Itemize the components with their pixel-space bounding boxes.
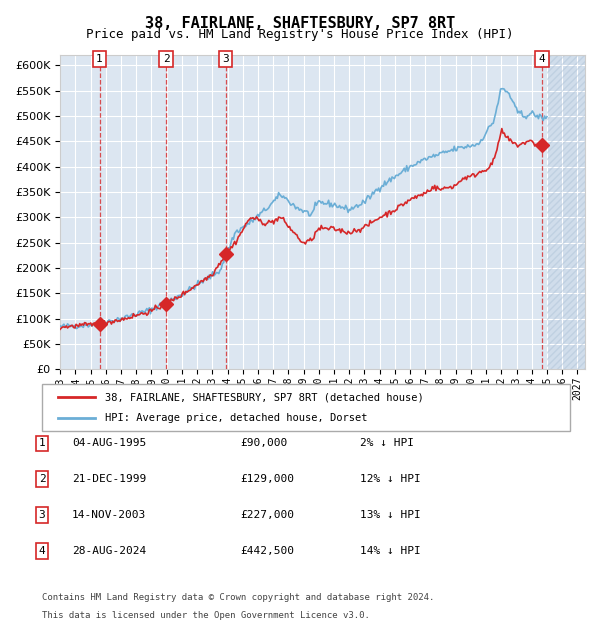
Text: 04-AUG-1995: 04-AUG-1995	[72, 438, 146, 448]
Text: 4: 4	[38, 546, 46, 556]
Text: 28-AUG-2024: 28-AUG-2024	[72, 546, 146, 556]
Text: 12% ↓ HPI: 12% ↓ HPI	[360, 474, 421, 484]
FancyBboxPatch shape	[42, 384, 570, 431]
Text: 1: 1	[96, 54, 103, 64]
Text: £442,500: £442,500	[240, 546, 294, 556]
Text: 3: 3	[38, 510, 46, 520]
Bar	[547, 55, 585, 370]
Text: 2: 2	[38, 474, 46, 484]
Text: 38, FAIRLANE, SHAFTESBURY, SP7 8RT: 38, FAIRLANE, SHAFTESBURY, SP7 8RT	[145, 16, 455, 30]
Text: This data is licensed under the Open Government Licence v3.0.: This data is licensed under the Open Gov…	[42, 611, 370, 620]
Text: 14% ↓ HPI: 14% ↓ HPI	[360, 546, 421, 556]
Text: Price paid vs. HM Land Registry's House Price Index (HPI): Price paid vs. HM Land Registry's House …	[86, 28, 514, 41]
Text: 1: 1	[38, 438, 46, 448]
Text: 21-DEC-1999: 21-DEC-1999	[72, 474, 146, 484]
Text: 2% ↓ HPI: 2% ↓ HPI	[360, 438, 414, 448]
Text: 13% ↓ HPI: 13% ↓ HPI	[360, 510, 421, 520]
Text: 4: 4	[539, 54, 545, 64]
Text: £129,000: £129,000	[240, 474, 294, 484]
Text: 3: 3	[222, 54, 229, 64]
Bar	[547, 55, 585, 370]
Text: 14-NOV-2003: 14-NOV-2003	[72, 510, 146, 520]
Text: 38, FAIRLANE, SHAFTESBURY, SP7 8RT (detached house): 38, FAIRLANE, SHAFTESBURY, SP7 8RT (deta…	[106, 392, 424, 402]
Text: £227,000: £227,000	[240, 510, 294, 520]
Text: Contains HM Land Registry data © Crown copyright and database right 2024.: Contains HM Land Registry data © Crown c…	[42, 593, 434, 603]
Text: 2: 2	[163, 54, 169, 64]
Text: HPI: Average price, detached house, Dorset: HPI: Average price, detached house, Dors…	[106, 413, 368, 423]
Text: £90,000: £90,000	[240, 438, 287, 448]
